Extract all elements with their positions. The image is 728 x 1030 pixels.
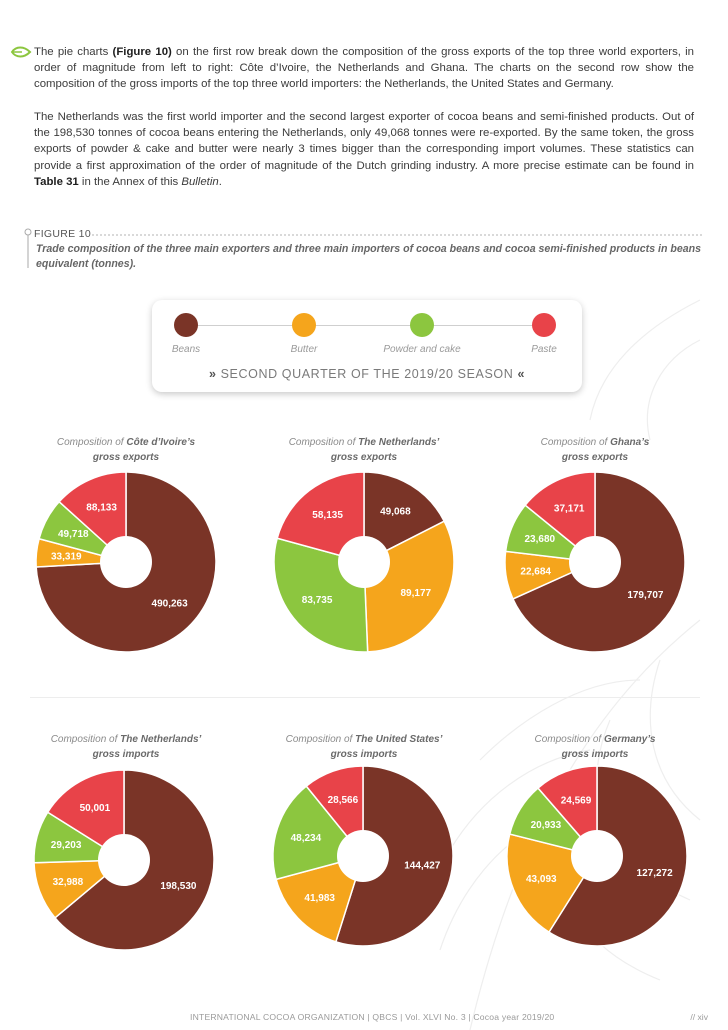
pie-data-label-paste: 28,566 [328,795,359,806]
pie-data-label-powder: 29,203 [51,840,82,851]
figure-number: FIGURE 10 [34,228,91,240]
legend-swatch-powder [410,313,434,337]
pie-data-label-powder: 23,680 [525,534,556,545]
legend-connector-line [186,325,546,326]
pie-data-label-powder: 48,234 [291,833,322,844]
pin-icon [24,228,32,268]
pie-slice-beans [334,765,454,947]
pie-data-label-butter: 43,093 [526,874,557,885]
pie-slice-paste [305,765,364,859]
chart-title-4: Composition of The Netherlands’ gross imp… [50,734,202,760]
pie-data-label-beans: 179,707 [627,590,664,601]
chart-title-1: Composition of Côte d’Ivoire’s gross expo… [56,437,196,463]
figure-rule [92,234,702,236]
donut-hole [569,536,621,588]
pie-slice-paste [524,471,596,564]
pie-data-label-beans: 490,263 [152,599,189,610]
legend-label: Powder and cake [383,344,461,355]
pie-slice-paste [536,765,598,859]
legend-label: Paste [531,344,557,355]
chart-title-5: Composition of The United States’ gross i… [285,734,443,760]
pie-data-label-powder: 49,718 [58,529,89,540]
pie-data-label-paste: 37,171 [554,503,585,514]
legend-label: Butter [290,344,318,355]
donut-hole [571,830,623,882]
row-divider [30,697,700,698]
chart-title-3: Composition of Ghana’s gross exports [540,437,650,463]
legend-swatch-paste [532,313,556,337]
legend-item-butter: Butter [254,313,354,355]
legend-item-paste: Paste [494,313,594,355]
pie-data-label-paste: 50,001 [80,803,111,814]
intro-paragraph: The pie charts (Figure 10) on the first … [34,46,695,91]
pie-data-label-butter: 22,684 [520,567,551,578]
legend-swatch-butter [292,313,316,337]
pie-data-label-beans: 198,530 [160,881,197,892]
legend-item-powder: Powder and cake [372,313,472,355]
pie-data-label-butter: 41,983 [304,893,335,904]
footer-publication: INTERNATIONAL COCOA ORGANIZATION | QBCS … [190,1012,555,1022]
legend: Beans Butter Powder and cake Paste » SEC… [152,300,582,392]
donut-hole [337,830,389,882]
chevron-right-icon: » [208,367,217,381]
donut-hole [98,834,150,886]
pie-slice-paste [276,471,365,563]
pie-data-label-paste: 24,569 [561,795,592,806]
page-number: // xiv [690,1012,708,1022]
pie-slice-paste [58,471,127,564]
legend-item-beans: Beans [136,313,236,355]
pie-data-label-beans: 144,427 [404,861,441,872]
chevron-left-icon: « [517,367,526,381]
pie-slice-butter [275,854,365,943]
pie-slice-paste [46,769,125,862]
netherlands-paragraph: The Netherlands was the first world impo… [34,111,694,188]
pie-data-label-beans: 127,272 [637,868,674,879]
season-label: » SECOND QUARTER OF THE 2019/20 SEASON « [208,367,526,381]
figure-reference: (Figure 10) [112,46,172,58]
pie-data-label-paste: 88,133 [86,503,117,514]
pie-data-label-butter: 32,988 [53,877,84,888]
donut-hole [338,536,390,588]
figure-caption: Trade composition of the three main expo… [36,243,702,270]
chart-title-6: Composition of Germany’s gross imports [534,734,656,760]
leaf-bullet-icon [10,46,32,58]
pie-data-label-butter: 33,319 [51,551,82,562]
pie-slice-beans [363,471,446,564]
legend-swatch-beans [174,313,198,337]
pie-data-label-powder: 20,933 [531,820,562,831]
pie-data-label-beans: 49,068 [380,506,411,517]
donut-hole [100,536,152,588]
table-reference: Table 31 [34,175,79,188]
pie-data-label-butter: 89,177 [401,588,432,599]
pie-data-label-paste: 58,135 [312,510,343,521]
legend-label: Beans [171,344,201,355]
pie-data-label-powder: 83,735 [302,595,333,606]
chart-title-2: Composition of The Netherlands’ gross exp… [288,437,440,463]
